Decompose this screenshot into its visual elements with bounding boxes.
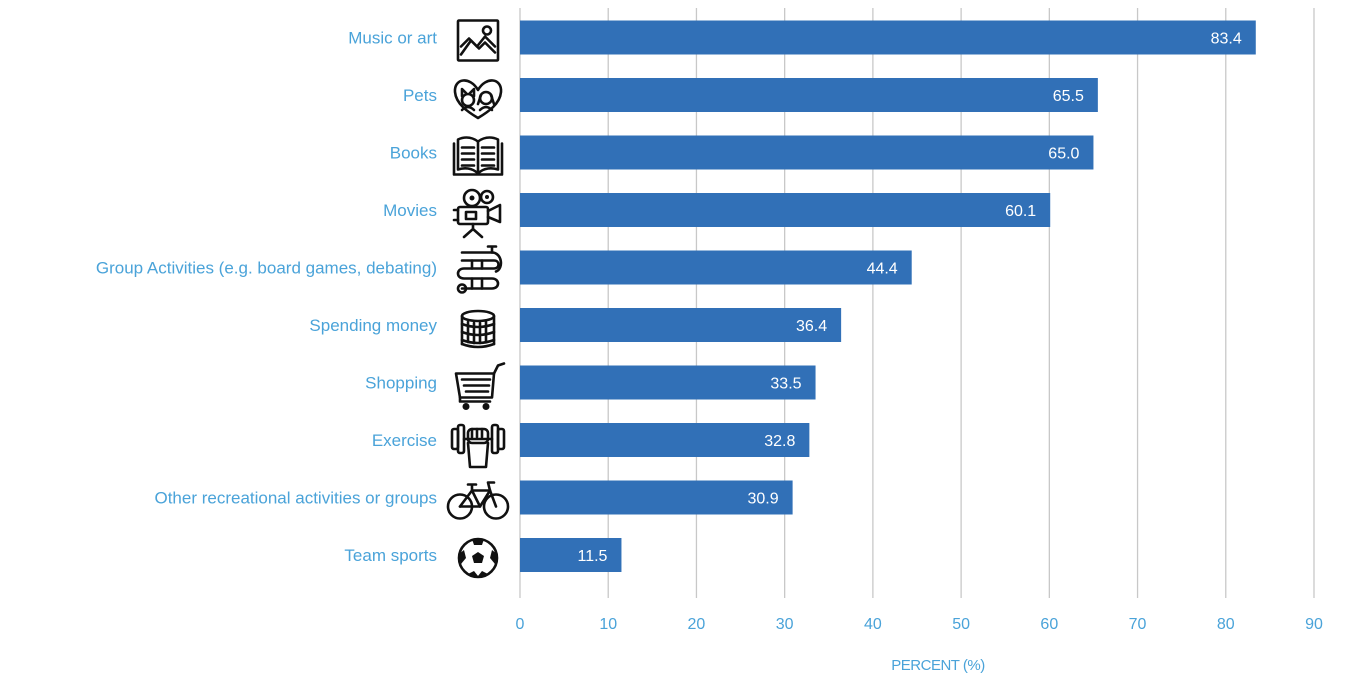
data-label: 36.4 xyxy=(796,318,827,335)
category-label: Spending money xyxy=(309,316,437,335)
category-label: Music or art xyxy=(348,29,437,48)
data-label: 32.8 xyxy=(764,433,795,450)
board-game-icon xyxy=(456,245,503,294)
x-axis-title: PERCENT (%) xyxy=(891,657,985,674)
bicycle-icon xyxy=(446,481,510,520)
category-label: Group Activities (e.g. board games, deba… xyxy=(96,259,437,278)
bar xyxy=(520,423,810,457)
bar xyxy=(520,365,816,400)
bar xyxy=(520,193,1051,227)
category-label: Books xyxy=(390,144,437,163)
category-label: Other recreational activities or groups xyxy=(154,489,437,508)
bar xyxy=(520,20,1256,55)
data-label: 65.0 xyxy=(1048,146,1079,163)
bars: 83.4 65.5 65.0 60.1 44.4 36.4 33.5 32.8 30.9 11.5 xyxy=(520,20,1256,572)
coins-icon xyxy=(460,309,496,349)
data-label: 60.1 xyxy=(1005,203,1036,220)
picture-icon xyxy=(456,19,500,62)
category-label: Team sports xyxy=(344,546,437,565)
x-axis-ticks: 0 10 20 30 40 50 60 70 80 90 xyxy=(516,616,1323,633)
movie-camera-icon xyxy=(452,188,502,239)
data-label: 65.5 xyxy=(1053,88,1084,105)
x-tick-label: 40 xyxy=(864,616,882,633)
dumbbell-icon xyxy=(450,423,506,469)
category-label: Movies xyxy=(383,201,437,220)
category-labels: Music or art Pets Books Movies Group Activit… xyxy=(96,29,438,566)
book-icon xyxy=(452,136,504,176)
bar xyxy=(520,250,912,285)
category-label: Pets xyxy=(403,86,437,105)
category-label: Exercise xyxy=(372,431,437,450)
x-tick-label: 30 xyxy=(776,616,794,633)
data-label: 33.5 xyxy=(770,376,801,393)
bar xyxy=(520,480,793,515)
data-label: 83.4 xyxy=(1211,31,1242,48)
x-tick-label: 80 xyxy=(1217,616,1235,633)
x-tick-label: 70 xyxy=(1129,616,1147,633)
soccer-ball-icon xyxy=(457,537,499,579)
data-label: 11.5 xyxy=(578,548,608,565)
x-tick-label: 20 xyxy=(688,616,706,633)
bar xyxy=(520,538,622,572)
bar xyxy=(520,308,842,342)
x-tick-label: 60 xyxy=(1040,616,1058,633)
category-icons xyxy=(446,19,510,579)
x-tick-label: 50 xyxy=(952,616,970,633)
pets-icon xyxy=(453,79,503,120)
shopping-cart-icon xyxy=(454,362,506,410)
bar xyxy=(520,135,1094,170)
category-label: Shopping xyxy=(365,374,437,393)
x-tick-label: 90 xyxy=(1305,616,1323,633)
x-tick-label: 0 xyxy=(516,616,525,633)
data-label: 30.9 xyxy=(747,491,778,508)
x-tick-label: 10 xyxy=(599,616,617,633)
data-label: 44.4 xyxy=(867,261,898,278)
bar xyxy=(520,78,1098,112)
